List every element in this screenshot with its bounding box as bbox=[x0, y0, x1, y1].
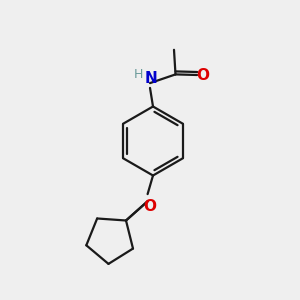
Text: H: H bbox=[134, 68, 143, 81]
Text: N: N bbox=[145, 70, 158, 86]
Text: O: O bbox=[143, 199, 156, 214]
Text: O: O bbox=[196, 68, 210, 82]
